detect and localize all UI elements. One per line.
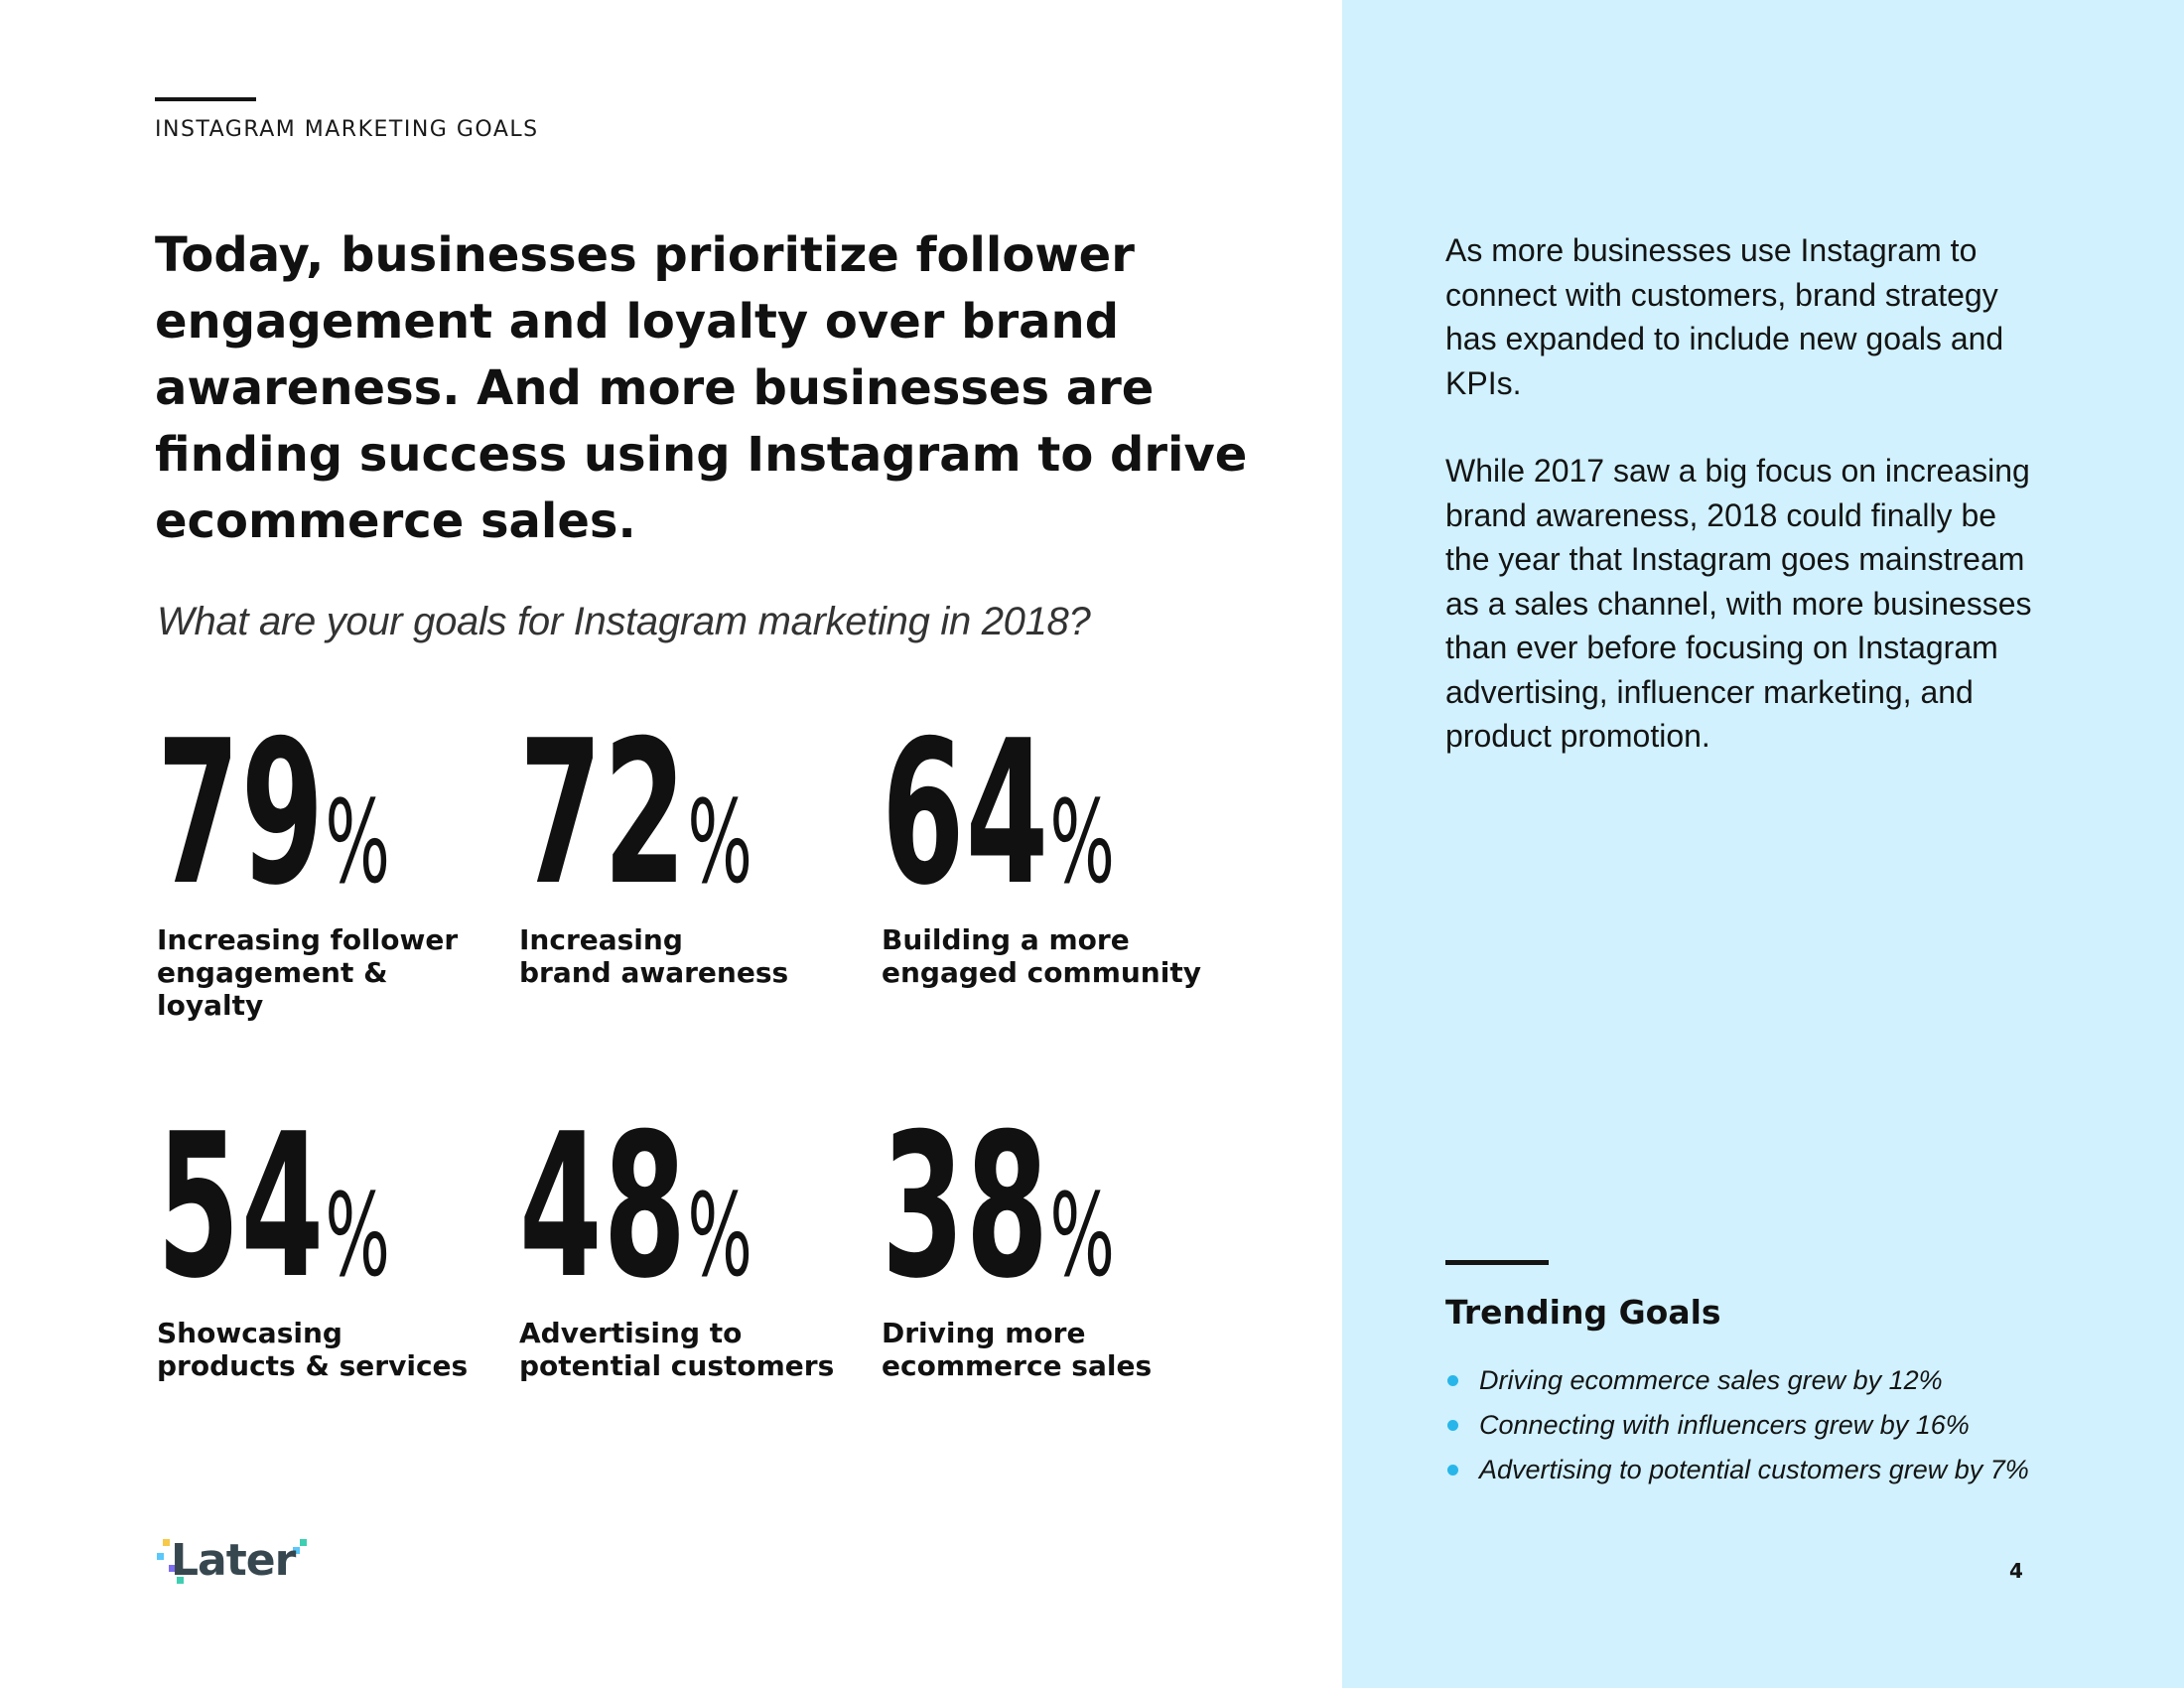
stat-follower-engagement: 79% Increasing follower engagement & loyal…: [157, 698, 494, 1023]
logo-wordmark: Later: [171, 1535, 296, 1586]
trending-goals-list: Driving ecommerce sales grew by 12% Conn…: [1445, 1358, 2029, 1492]
stat-value: 64%: [882, 698, 1115, 929]
stat-value: 38%: [882, 1091, 1115, 1323]
logo-pixel: [300, 1539, 307, 1546]
bullet-icon: [1447, 1420, 1458, 1431]
stat-label: Showcasing products & services: [157, 1317, 469, 1382]
stat-showcasing-products: 54% Showcasing products & services: [157, 1091, 494, 1383]
stat-brand-awareness: 72% Increasing brand awareness: [519, 698, 857, 990]
stat-label: Increasing follower engagement & loyalty: [157, 923, 459, 1022]
stat-value: 72%: [519, 698, 752, 929]
sidebar-panel: [1342, 0, 2184, 1688]
stat-label: Advertising to potential customers: [519, 1317, 835, 1382]
stat-ecommerce-sales: 38% Driving more ecommerce sales: [882, 1091, 1219, 1383]
bullet-icon: [1447, 1375, 1458, 1386]
stat-value: 54%: [157, 1091, 390, 1323]
list-item: Advertising to potential customers grew …: [1445, 1448, 2029, 1492]
stat-engaged-community: 64% Building a more engaged community: [882, 698, 1219, 990]
trending-rule: [1445, 1260, 1549, 1265]
stat-value: 48%: [519, 1091, 752, 1323]
logo-pixel: [163, 1539, 170, 1546]
sidebar-paragraph-2: While 2017 saw a big focus on increasing…: [1445, 453, 2032, 754]
logo-pixel: [293, 1547, 300, 1554]
page-number: 4: [2009, 1559, 2023, 1583]
list-item: Connecting with influencers grew by 16%: [1445, 1403, 2029, 1448]
logo-pixel: [177, 1577, 184, 1584]
logo-pixel: [157, 1553, 164, 1560]
trending-goals-title: Trending Goals: [1445, 1293, 1721, 1332]
section-kicker: INSTAGRAM MARKETING GOALS: [155, 117, 539, 142]
list-item: Driving ecommerce sales grew by 12%: [1445, 1358, 2029, 1403]
logo-pixel: [169, 1565, 176, 1572]
sidebar-paragraph-1: As more businesses use Instagram to conn…: [1445, 232, 2004, 401]
stat-label: Building a more engaged community: [882, 923, 1201, 989]
bullet-icon: [1447, 1465, 1458, 1476]
survey-question: What are your goals for Instagram market…: [157, 600, 1091, 643]
kicker-rule: [155, 97, 256, 101]
stat-label: Driving more ecommerce sales: [882, 1317, 1153, 1382]
later-logo: Later: [153, 1535, 312, 1593]
stat-value: 79%: [157, 698, 390, 929]
stat-label: Increasing brand awareness: [519, 923, 789, 989]
stat-advertising: 48% Advertising to potential customers: [519, 1091, 857, 1383]
headline: Today, businesses prioritize follower en…: [155, 227, 1248, 549]
